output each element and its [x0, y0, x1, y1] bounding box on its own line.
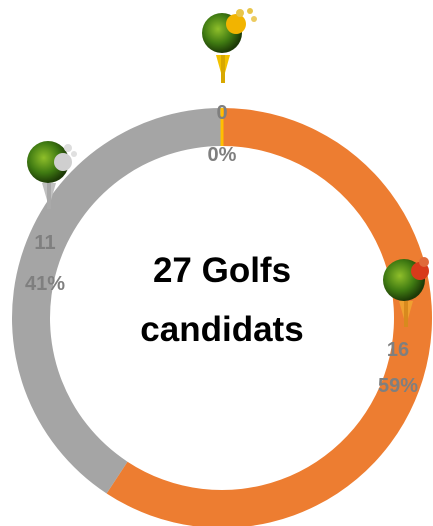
slice-label-orange: 16 59% — [378, 339, 418, 397]
tree-with-yellow-fruit-icon — [202, 8, 257, 83]
tree-with-red-fruit-icon — [383, 257, 429, 327]
center-title-line2: candidats — [140, 310, 303, 349]
slice-value-orange: 16 — [387, 339, 409, 361]
slice-percent-yellow: 0% — [208, 144, 237, 166]
slice-percent-gray: 41% — [25, 273, 65, 295]
donut-slice-gray — [11, 108, 222, 494]
slice-label-gray: 11 41% — [25, 232, 65, 295]
donut-slices — [11, 108, 432, 526]
slice-label-yellow: 0 0% — [208, 102, 237, 166]
center-title-line1: 27 Golfs — [153, 251, 291, 290]
slice-value-gray: 11 — [34, 232, 55, 254]
tree-with-gray-blob-icon — [27, 141, 77, 209]
donut-slice-orange — [106, 108, 432, 526]
slice-value-yellow: 0 — [216, 102, 227, 124]
slice-percent-orange: 59% — [378, 375, 418, 397]
